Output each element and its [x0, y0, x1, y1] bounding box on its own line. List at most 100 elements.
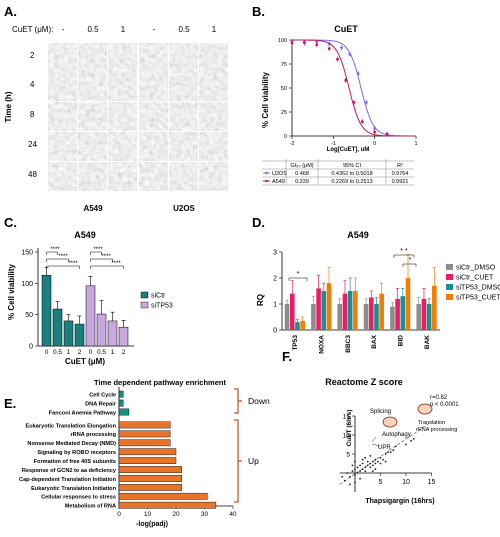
category-label: Eukaryotic Translation Elongation [26, 423, 117, 429]
time-label: 2 [30, 51, 35, 60]
cell-outline [98, 107, 104, 111]
cell-outline [172, 152, 178, 156]
bar [353, 291, 358, 330]
correlation-p: p < 0.0001 [430, 402, 459, 408]
conc-label: 1 [212, 25, 217, 34]
cell-outline [66, 149, 72, 153]
cell-outline [170, 180, 176, 184]
x-tick-label: 0 [45, 349, 49, 356]
data-point [365, 101, 368, 104]
sig-label: * [297, 271, 300, 278]
chart-e-xlabel: -log(padj) [136, 521, 168, 528]
bar [41, 274, 52, 347]
data-point [366, 464, 369, 467]
bar [337, 304, 343, 330]
data-point [364, 466, 367, 469]
microscopy-tile [138, 131, 169, 162]
annotation: rRNA processing [416, 427, 457, 433]
cell-outline [50, 117, 56, 121]
cell-outline [218, 170, 224, 174]
data-point [366, 460, 369, 463]
bar [400, 296, 406, 330]
bar [118, 439, 171, 447]
cell-outline [83, 74, 89, 78]
cell-outline [154, 154, 160, 158]
y-tick-label: 3 [273, 250, 277, 257]
microscopy-tile [77, 101, 108, 132]
x-tick-label: -2 [290, 141, 295, 147]
table-header: R² [397, 163, 403, 169]
data-point [382, 458, 384, 461]
data-point [371, 460, 374, 463]
cell-outline [187, 111, 193, 115]
microscopy-tile [138, 42, 169, 73]
cell-outline [140, 94, 146, 98]
bar [85, 285, 96, 347]
data-point [392, 449, 395, 452]
data-point [371, 470, 374, 472]
chart-d-legend: siCtr_DMSO siCtr_CUET siTP53_DMSO siTP53_CU… [446, 264, 500, 302]
cell-outline [49, 45, 55, 49]
x-tick-label: 0.5 [53, 349, 62, 356]
time-label: 4 [30, 80, 35, 89]
conc-label: 1 [121, 25, 126, 34]
legend-marker [265, 180, 268, 182]
cuet-concentration-label: CuET (μM): [12, 25, 53, 34]
cell-outline [158, 76, 164, 80]
chart-d-ylabel: RQ [256, 294, 265, 306]
y-tick-label: 0 [29, 344, 33, 351]
conc-label: 0.5 [87, 25, 99, 34]
data-point [343, 479, 346, 482]
cell-outline [115, 55, 121, 59]
cell-outline [175, 75, 181, 79]
x-tick-label: 40 [229, 511, 237, 518]
bracket-up [234, 419, 242, 503]
cell-outline [65, 76, 71, 80]
cell-outline [84, 48, 90, 52]
legend-swatch-sitp53 [140, 301, 149, 309]
data-point [361, 458, 364, 461]
x-tick-label: 0 [373, 141, 376, 147]
bar [395, 298, 400, 330]
cell-outline [57, 136, 63, 140]
cell-outline [149, 85, 155, 89]
cell-outline [94, 111, 100, 115]
cell-outline [219, 91, 225, 95]
bar [118, 390, 124, 398]
annotation-leader [371, 436, 377, 443]
x-tick-label: 20 [172, 511, 180, 518]
bar [96, 313, 107, 347]
microscopy-tile [107, 42, 138, 73]
legend-swatch [446, 264, 453, 270]
data-point [356, 472, 359, 474]
cell-outline [68, 121, 74, 125]
chart-c-significance: **** **** **** **** **** **** [50, 247, 121, 267]
y-tick-label: 50 [281, 86, 287, 92]
cell-outline [91, 88, 97, 92]
cell-outline [189, 83, 195, 87]
cell-outline [202, 86, 208, 90]
bar [118, 457, 177, 464]
cell-outline [201, 165, 207, 169]
data-point [352, 101, 356, 104]
data-point [387, 451, 390, 453]
microscopy-tile [47, 131, 78, 162]
cell-outline [161, 173, 167, 177]
cell-outline [156, 104, 162, 108]
sig-label: **** [93, 247, 103, 253]
bar [421, 298, 427, 330]
data-point [405, 443, 407, 446]
cell-outline [182, 116, 188, 120]
chart-f-ylabel: CuET (6hrs) [346, 410, 353, 447]
bar [118, 492, 208, 500]
panel-e-letter: E. [4, 396, 16, 411]
category-label: Cellular responses to stress [41, 495, 116, 501]
y-tick-label: 10 [343, 433, 351, 440]
cell-outline [211, 151, 217, 155]
cell-outline [55, 112, 61, 116]
bar [316, 288, 321, 330]
cell-outline [181, 143, 187, 147]
data-point [315, 43, 319, 47]
cell-outline [118, 77, 124, 81]
